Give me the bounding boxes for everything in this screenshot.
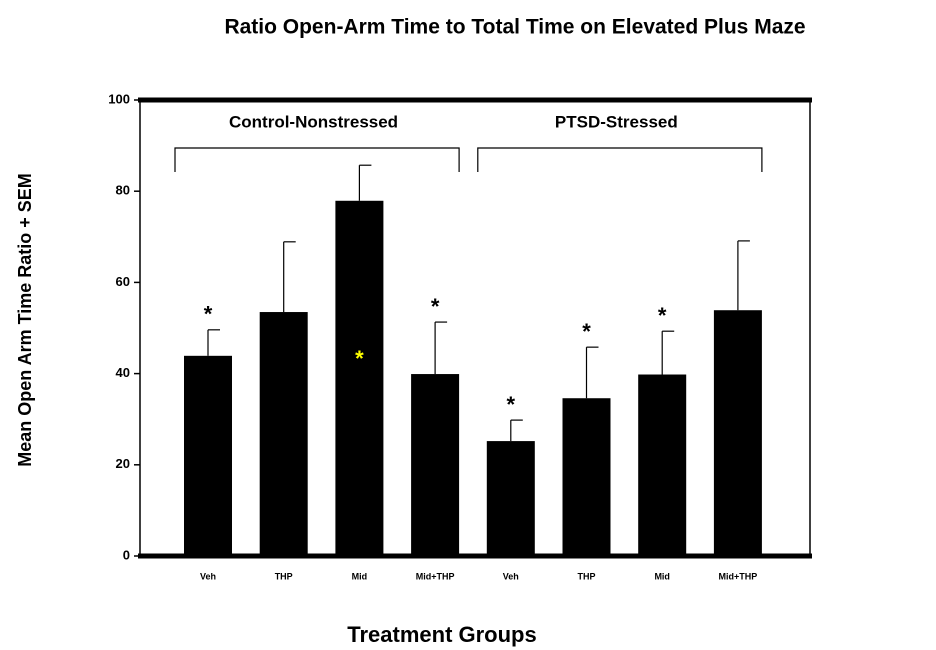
- bar: [259, 312, 308, 556]
- group-label: Control-Nonstressed: [229, 112, 398, 131]
- group-bracket: [477, 147, 763, 172]
- x-tick-label: Veh: [200, 571, 216, 581]
- significance-marker: *: [582, 319, 591, 344]
- x-tick-label: Mid+THP: [719, 571, 758, 581]
- bar: [335, 200, 384, 556]
- bar: [184, 355, 232, 556]
- y-tick-label: 100: [108, 91, 130, 106]
- significance-marker: *: [658, 303, 667, 328]
- x-tick-label: Mid+THP: [416, 571, 455, 581]
- y-tick-label: 20: [116, 456, 130, 471]
- x-tick-label: THP: [275, 571, 293, 581]
- group-bracket: [174, 147, 460, 172]
- error-bar: [207, 329, 220, 356]
- error-bar: [510, 419, 523, 442]
- group-label: PTSD-Stressed: [555, 112, 678, 131]
- x-tick-label: Mid: [352, 571, 368, 581]
- y-tick-label: 60: [116, 274, 130, 289]
- bar: [411, 374, 460, 556]
- bar: [713, 310, 762, 556]
- error-bar: [585, 346, 599, 399]
- error-bar: [661, 330, 675, 375]
- chart-title: Ratio Open-Arm Time to Total Time on Ele…: [224, 16, 805, 39]
- x-tick-label: Mid: [654, 571, 670, 581]
- bar: [486, 441, 535, 556]
- bar: [638, 374, 687, 556]
- y-tick-label: 40: [116, 365, 130, 380]
- error-bar: [283, 241, 296, 313]
- y-tick-label: 80: [116, 183, 130, 198]
- significance-marker: *: [507, 392, 516, 417]
- bar: [562, 398, 611, 556]
- error-bar: [434, 321, 448, 375]
- y-axis-title: Mean Open Arm Time Ratio + SEM: [15, 173, 35, 467]
- significance-marker: *: [204, 302, 213, 327]
- error-bar: [358, 164, 372, 201]
- x-axis-title: Treatment Groups: [347, 622, 536, 647]
- significance-marker: *: [431, 294, 440, 319]
- x-tick-label: Veh: [503, 571, 519, 581]
- x-tick-label: THP: [578, 571, 596, 581]
- error-bar: [737, 240, 750, 311]
- y-tick-label: 0: [123, 547, 130, 562]
- inner-marker: *: [355, 346, 364, 371]
